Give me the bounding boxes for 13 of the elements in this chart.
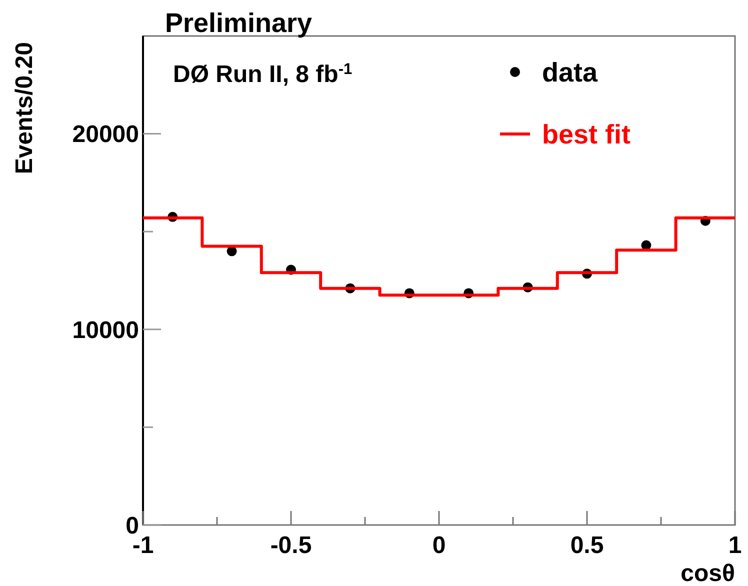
x-tick-label: 0.5 xyxy=(570,532,604,559)
legend-label: best fit xyxy=(542,119,631,150)
y-tick-label: 20000 xyxy=(72,121,139,148)
annotation: DØ Run II, 8 fb$^{-1}$ xyxy=(173,60,353,88)
x-tick-label: 0 xyxy=(432,532,446,559)
y-axis-title: Events/0.20 xyxy=(11,42,38,174)
x-axis-title: cosθ xyxy=(680,560,735,586)
x-tick-label: -0.5 xyxy=(270,532,312,559)
legend-label: data xyxy=(542,57,598,88)
x-tick-label: 1 xyxy=(728,532,742,559)
y-tick-label: 10000 xyxy=(72,316,139,344)
chart-title: Preliminary xyxy=(165,8,312,38)
y-tick-label: 0 xyxy=(126,512,139,540)
